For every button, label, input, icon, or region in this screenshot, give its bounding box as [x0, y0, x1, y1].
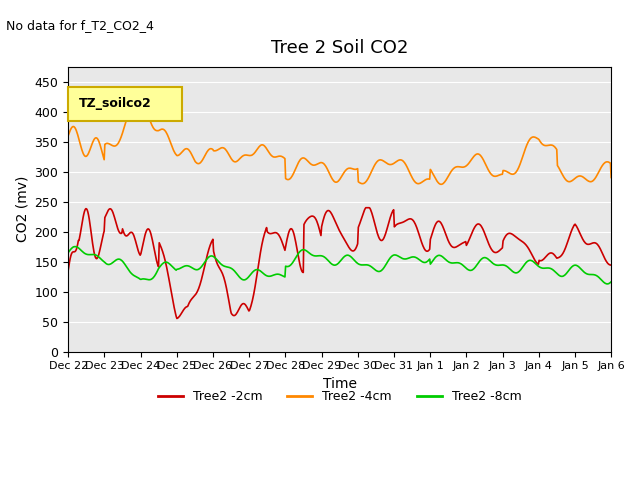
Tree2 -4cm — [64, 133, 72, 139]
Tree2 -4cm — [533, 135, 541, 141]
Tree2 -4cm — [477, 154, 485, 159]
Tree2 -8cm — [532, 262, 540, 267]
Tree2 -2cm — [173, 315, 180, 321]
Tree2 -4cm — [437, 181, 445, 187]
Tree2 -4cm — [607, 175, 615, 180]
Tree2 -2cm — [607, 262, 615, 268]
Tree2 -8cm — [380, 264, 388, 270]
Tree2 -2cm — [98, 240, 106, 245]
Tree2 -2cm — [381, 233, 388, 239]
Tree2 -4cm — [137, 95, 145, 100]
Legend: Tree2 -2cm, Tree2 -4cm, Tree2 -8cm: Tree2 -2cm, Tree2 -4cm, Tree2 -8cm — [152, 385, 527, 408]
Tree2 -2cm — [362, 205, 370, 211]
Line: Tree2 -8cm: Tree2 -8cm — [68, 247, 611, 284]
Tree2 -2cm — [396, 220, 403, 226]
Tree2 -8cm — [604, 281, 611, 287]
Tree2 -4cm — [380, 158, 388, 164]
Line: Tree2 -2cm: Tree2 -2cm — [68, 208, 611, 318]
Title: Tree 2 Soil CO2: Tree 2 Soil CO2 — [271, 39, 408, 57]
Tree2 -8cm — [607, 279, 615, 285]
Tree2 -4cm — [395, 157, 403, 163]
Tree2 -8cm — [477, 257, 484, 263]
Tree2 -2cm — [533, 260, 541, 266]
Tree2 -2cm — [64, 268, 72, 274]
Tree2 -2cm — [412, 221, 419, 227]
Tree2 -8cm — [395, 253, 403, 259]
Tree2 -8cm — [411, 254, 419, 260]
X-axis label: Time: Time — [323, 377, 356, 391]
Tree2 -8cm — [70, 244, 78, 250]
Tree2 -8cm — [99, 257, 106, 263]
Tree2 -4cm — [411, 179, 419, 184]
FancyBboxPatch shape — [68, 87, 182, 121]
Line: Tree2 -4cm: Tree2 -4cm — [68, 97, 611, 184]
Tree2 -2cm — [477, 223, 485, 229]
Text: No data for f_T2_CO2_4: No data for f_T2_CO2_4 — [6, 19, 154, 32]
Y-axis label: CO2 (mv): CO2 (mv) — [15, 176, 29, 242]
Tree2 -4cm — [98, 147, 106, 153]
Tree2 -8cm — [64, 250, 72, 255]
Text: TZ_soilco2: TZ_soilco2 — [79, 97, 152, 110]
